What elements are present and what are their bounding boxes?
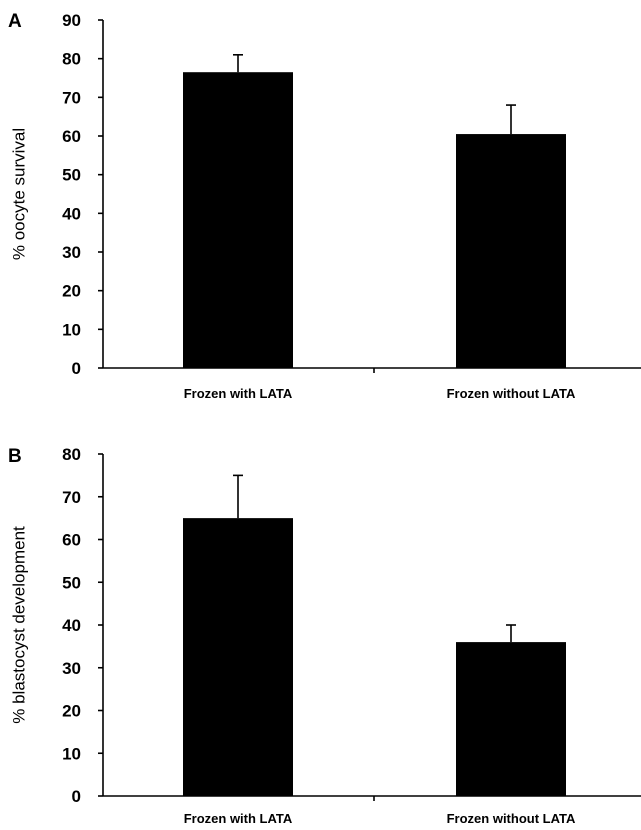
y-tick-label: 70 xyxy=(62,88,81,107)
bar xyxy=(183,518,293,796)
y-tick-label: 30 xyxy=(62,243,81,262)
panel-letter: A xyxy=(8,11,22,32)
y-tick-label: 40 xyxy=(62,616,81,635)
y-tick-label: 20 xyxy=(62,282,81,301)
bar xyxy=(183,72,293,368)
x-tick-label: Frozen with LATA xyxy=(184,811,293,826)
bar xyxy=(456,642,566,796)
panel-letter: B xyxy=(8,446,22,467)
y-tick-label: 0 xyxy=(72,359,81,378)
y-tick-label: 80 xyxy=(62,445,81,464)
y-tick-label: 90 xyxy=(62,11,81,30)
y-tick-label: 30 xyxy=(62,659,81,678)
x-tick-label: Frozen without LATA xyxy=(447,811,576,826)
x-tick-label: Frozen with LATA xyxy=(184,386,293,401)
y-tick-label: 70 xyxy=(62,488,81,507)
y-tick-label: 10 xyxy=(62,320,81,339)
y-tick-label: 50 xyxy=(62,573,81,592)
y-axis-label: % blastocyst development xyxy=(9,526,28,724)
y-tick-label: 60 xyxy=(62,531,81,550)
y-tick-label: 50 xyxy=(62,166,81,185)
y-tick-label: 60 xyxy=(62,127,81,146)
x-tick-label: Frozen without LATA xyxy=(447,386,576,401)
y-tick-label: 10 xyxy=(62,744,81,763)
y-tick-label: 40 xyxy=(62,204,81,223)
y-tick-label: 80 xyxy=(62,50,81,69)
y-axis-label: % oocyte survival xyxy=(9,128,28,260)
y-tick-label: 20 xyxy=(62,702,81,721)
y-tick-label: 0 xyxy=(72,787,81,806)
bar xyxy=(456,134,566,368)
